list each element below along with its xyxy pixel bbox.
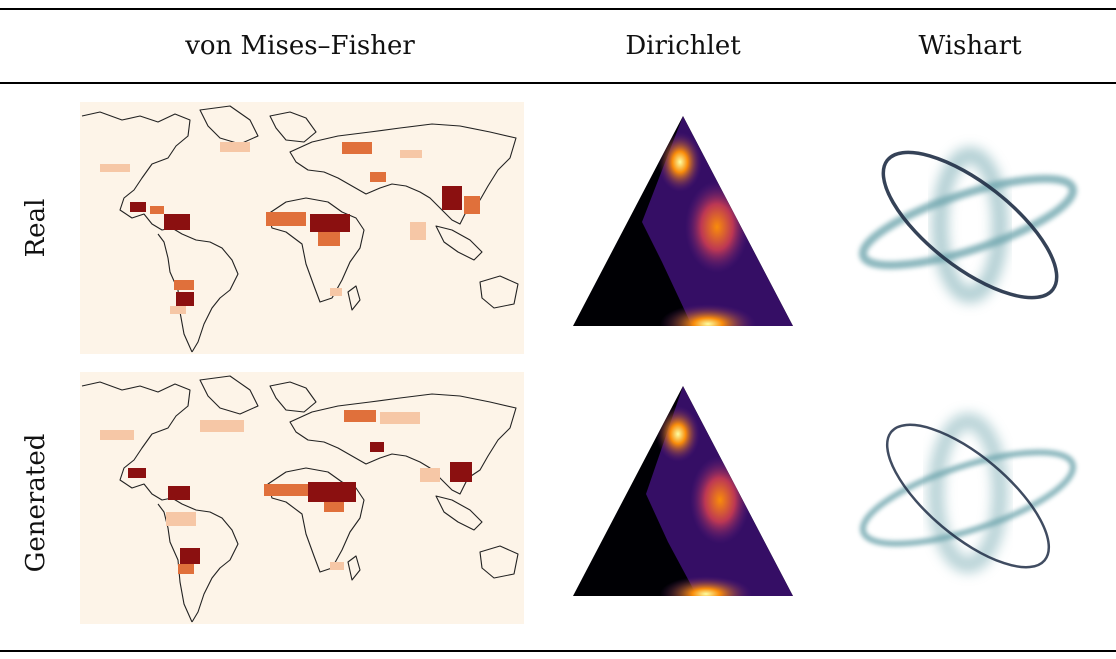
dirichlet-generated-simplex	[572, 382, 794, 598]
wishart-generated-ellipses	[850, 398, 1090, 598]
row-label-real: Real	[21, 198, 51, 258]
dirichlet-real-simplex	[572, 112, 794, 328]
vmf-generated-map	[80, 372, 524, 624]
table-header-rule	[0, 82, 1116, 84]
wishart-real-ellipses	[850, 130, 1090, 330]
table-top-rule	[0, 8, 1116, 10]
vmf-real-map	[80, 102, 524, 354]
table-bottom-rule	[0, 650, 1116, 652]
column-header-dirichlet: Dirichlet	[625, 31, 741, 61]
column-header-wishart: Wishart	[918, 31, 1022, 61]
column-header-von-mises-fisher: von Mises–Fisher	[185, 31, 415, 61]
row-label-generated: Generated	[21, 433, 51, 573]
